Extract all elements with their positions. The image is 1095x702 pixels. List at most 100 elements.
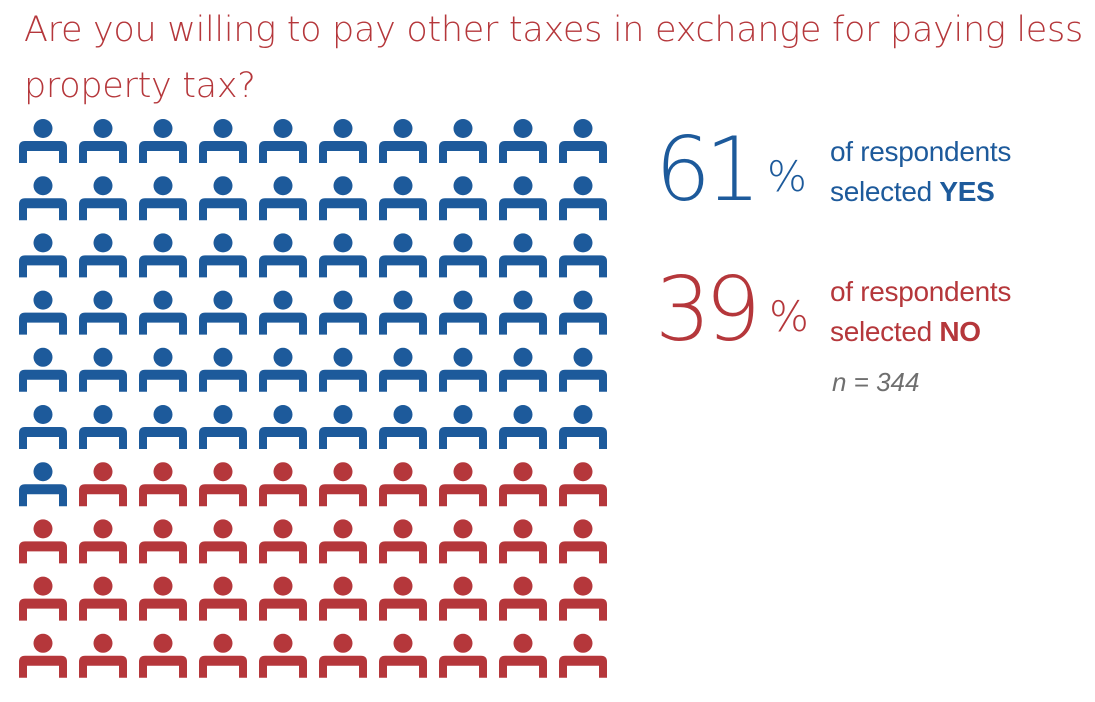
person-head <box>33 462 53 482</box>
person-body <box>79 198 127 221</box>
person-icon-yes <box>259 233 307 278</box>
person-icon-no <box>199 519 247 564</box>
person-body <box>199 541 247 564</box>
person-body <box>79 484 127 507</box>
person-body <box>559 255 607 278</box>
no-percent-value: 39 <box>655 258 761 361</box>
person-head <box>153 462 173 482</box>
person-head <box>393 405 413 424</box>
person-icon-no <box>19 576 67 621</box>
person-head <box>393 576 413 596</box>
person-body <box>499 198 547 221</box>
person-head <box>153 519 173 539</box>
person-body <box>499 312 547 335</box>
no-percent-sign: % <box>769 292 809 341</box>
person-head <box>333 405 353 424</box>
person-icon-no <box>499 633 547 678</box>
person-body <box>139 198 187 221</box>
person-head <box>93 405 113 424</box>
person-head <box>513 119 533 138</box>
person-icon-no <box>19 633 67 678</box>
person-body <box>319 141 367 163</box>
person-head <box>273 176 293 196</box>
person-body <box>499 255 547 278</box>
person-head <box>213 347 233 367</box>
person-icon-yes <box>439 290 487 335</box>
person-body <box>439 141 487 163</box>
person-body <box>79 255 127 278</box>
yes-description: of respondents selected YES <box>830 132 1090 212</box>
person-head <box>393 462 413 482</box>
person-icon-yes <box>19 462 67 507</box>
person-icon-yes <box>499 405 547 449</box>
person-icon-yes <box>499 290 547 335</box>
person-head <box>93 290 113 310</box>
person-body <box>139 141 187 163</box>
person-head <box>93 462 113 482</box>
person-body <box>139 427 187 449</box>
person-head <box>333 233 353 253</box>
person-body <box>139 541 187 564</box>
person-head <box>333 119 353 138</box>
person-body <box>559 484 607 507</box>
person-body <box>19 427 67 449</box>
person-icon-no <box>379 576 427 621</box>
person-icon-yes <box>19 290 67 335</box>
person-head <box>333 347 353 367</box>
person-body <box>19 312 67 335</box>
person-body <box>439 598 487 621</box>
person-body <box>439 312 487 335</box>
person-body <box>559 198 607 221</box>
person-icon-yes <box>499 347 547 392</box>
person-body <box>379 598 427 621</box>
person-body <box>379 369 427 392</box>
no-selected-label: selected <box>830 316 940 347</box>
person-head <box>453 462 473 482</box>
person-body <box>19 198 67 221</box>
person-body <box>139 369 187 392</box>
person-icon-yes <box>79 347 127 392</box>
person-head <box>213 519 233 539</box>
person-body <box>139 312 187 335</box>
person-head <box>213 462 233 482</box>
pictogram-grid <box>19 119 607 678</box>
person-icon-yes <box>379 290 427 335</box>
person-body <box>19 369 67 392</box>
person-head <box>213 233 233 253</box>
person-body <box>319 484 367 507</box>
person-icon-yes <box>559 290 607 335</box>
person-head <box>153 633 173 653</box>
person-icon-yes <box>139 290 187 335</box>
person-body <box>499 598 547 621</box>
person-body <box>79 427 127 449</box>
person-body <box>139 484 187 507</box>
person-body <box>19 541 67 564</box>
person-head <box>153 176 173 196</box>
person-head <box>33 176 53 196</box>
person-head <box>273 576 293 596</box>
person-icon-yes <box>379 233 427 278</box>
person-head <box>153 576 173 596</box>
person-icon-no <box>79 519 127 564</box>
person-icon-no <box>199 633 247 678</box>
sample-size: n = 344 <box>832 367 920 397</box>
person-head <box>93 519 113 539</box>
person-icon-no <box>19 519 67 564</box>
person-head <box>213 633 233 653</box>
person-body <box>379 312 427 335</box>
person-icon-no <box>319 576 367 621</box>
person-icon-yes <box>139 233 187 278</box>
person-head <box>453 119 473 138</box>
person-icon-yes <box>199 290 247 335</box>
person-body <box>199 655 247 678</box>
person-icon-no <box>79 633 127 678</box>
person-body <box>19 255 67 278</box>
person-head <box>513 576 533 596</box>
person-icon-yes <box>259 176 307 221</box>
person-body <box>379 484 427 507</box>
person-icon-yes <box>199 233 247 278</box>
person-head <box>213 119 233 138</box>
person-body <box>79 369 127 392</box>
person-icon-yes <box>139 405 187 449</box>
person-head <box>573 633 593 653</box>
